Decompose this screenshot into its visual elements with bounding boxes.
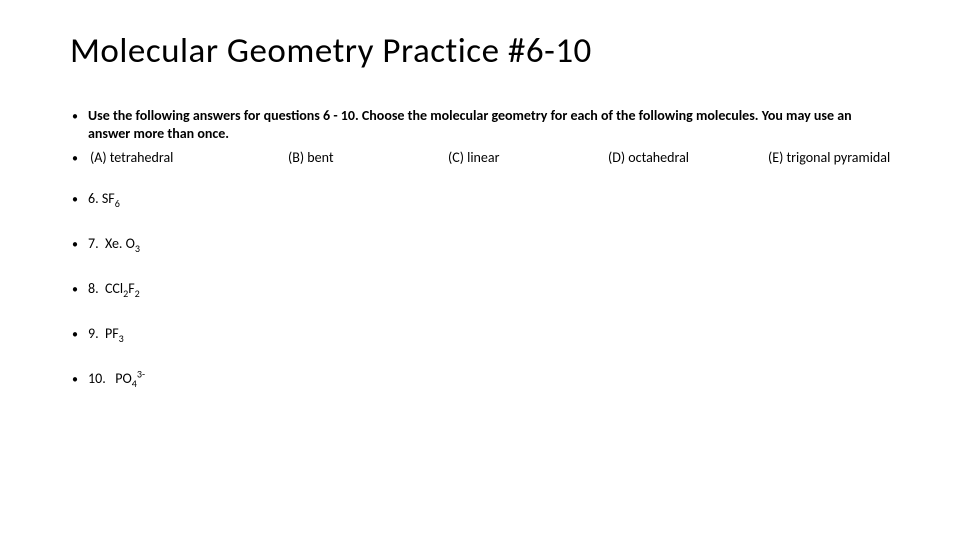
bullet-icon: [70, 190, 88, 207]
answer-d: (D) octahedral: [608, 149, 768, 167]
question-text: 9. PF3: [88, 325, 124, 342]
bullet-icon: [70, 280, 88, 297]
instructions-row: Use the following answers for questions …: [70, 107, 890, 143]
answer-b: (B) bent: [288, 149, 448, 167]
formula-sub: 3: [119, 332, 124, 345]
question-number: 6.: [88, 190, 99, 207]
formula-sub: 3: [135, 242, 140, 255]
answer-choices-row: (A) tetrahedral (B) bent (C) linear (D) …: [70, 149, 890, 168]
bullet-icon: [70, 235, 88, 252]
bullet-icon: [70, 107, 88, 126]
formula-sup: 3-: [137, 367, 145, 380]
question-number: 9.: [88, 325, 102, 342]
question-8: 8. CCl2F2: [70, 280, 890, 297]
formula-pre: SF: [102, 190, 115, 207]
instructions-text: Use the following answers for questions …: [88, 107, 890, 143]
answer-a: (A) tetrahedral: [88, 149, 288, 167]
question-number: 10.: [88, 370, 109, 387]
formula-pre: Xe. O: [105, 235, 135, 252]
formula-pre: PO: [112, 370, 132, 387]
question-text: 8. CCl2F2: [88, 280, 140, 297]
question-number: 7.: [88, 235, 102, 252]
question-number: 8.: [88, 280, 102, 297]
formula-sub2: 2: [135, 287, 140, 300]
bullet-icon: [70, 370, 88, 387]
questions-list: 6. SF6 7. Xe. O3 8. CCl2F2 9. PF3 10. PO…: [70, 190, 890, 387]
answer-choices: (A) tetrahedral (B) bent (C) linear (D) …: [88, 149, 890, 167]
bullet-icon: [70, 325, 88, 342]
question-6: 6. SF6: [70, 190, 890, 207]
question-text: 10. PO43-: [88, 370, 145, 387]
page-title: Molecular Geometry Practice #6-10: [70, 30, 890, 72]
answer-e: (E) trigonal pyramidal: [768, 149, 890, 167]
question-9: 9. PF3: [70, 325, 890, 342]
bullet-icon: [70, 149, 88, 168]
question-text: 7. Xe. O3: [88, 235, 140, 252]
question-10: 10. PO43-: [70, 370, 890, 387]
question-7: 7. Xe. O3: [70, 235, 890, 252]
formula-pre: CCl: [105, 280, 123, 297]
question-text: 6. SF6: [88, 190, 120, 207]
answer-c: (C) linear: [448, 149, 608, 167]
formula-pre: PF: [105, 325, 119, 342]
formula-sub: 6: [115, 197, 120, 210]
